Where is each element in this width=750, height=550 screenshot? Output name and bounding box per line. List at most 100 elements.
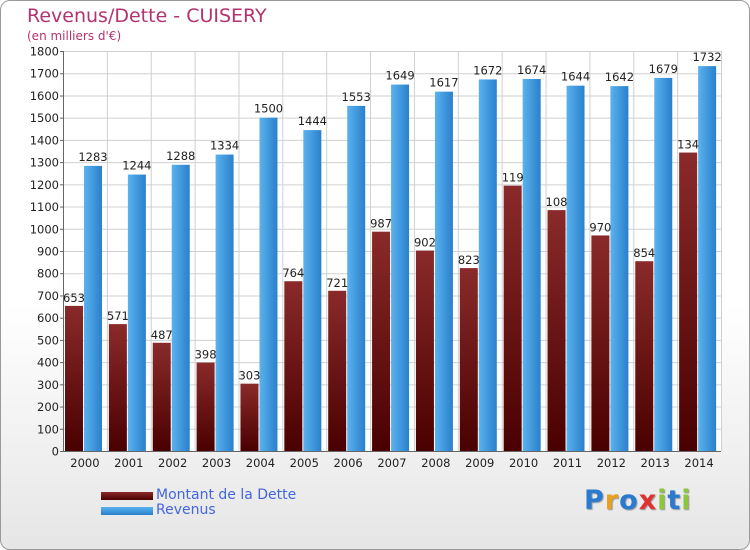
bar-dette [591, 235, 610, 451]
bar-revenus [171, 164, 190, 451]
x-tick-label: 2013 [641, 456, 670, 470]
bar-dette [152, 342, 171, 451]
bar-dette [503, 185, 522, 451]
y-tick-label: 200 [37, 400, 59, 414]
x-tick-label: 2006 [333, 456, 362, 470]
y-tick-label: 400 [37, 356, 59, 370]
proxiti-logo: Proxiti [584, 485, 692, 516]
bar-dette [415, 250, 434, 451]
bar-revenus [303, 130, 322, 451]
data-label-dette: 987 [370, 217, 392, 231]
x-tick-label: 2002 [158, 456, 187, 470]
legend-label-revenus: Revenus [156, 502, 216, 518]
data-label-revenus: 1283 [78, 150, 107, 164]
data-label-revenus: 1500 [254, 102, 283, 116]
bar-dette [65, 305, 83, 451]
bar-revenus [347, 105, 366, 451]
logo-letter: t [667, 485, 682, 516]
data-label-revenus: 1642 [605, 70, 634, 84]
x-tick-label: 2000 [70, 456, 99, 470]
y-tick-label: 1500 [30, 111, 59, 125]
bar-revenus [215, 154, 234, 452]
y-tick-label: 800 [37, 267, 59, 281]
x-tick-label: 2003 [202, 456, 231, 470]
logo-letter: P [584, 485, 605, 516]
y-tick-label: 700 [37, 289, 59, 303]
legend-swatch-revenus [101, 507, 153, 515]
bar-dette [240, 383, 259, 451]
data-label-dette: 571 [107, 309, 129, 323]
data-label-revenus: 1672 [473, 63, 502, 77]
bar-revenus [698, 66, 717, 451]
data-label-dette: 764 [282, 266, 304, 280]
bar-revenus [84, 165, 102, 451]
data-label-revenus: 1288 [166, 149, 195, 163]
y-tick-label: 0 [52, 445, 59, 459]
y-tick-label: 100 [37, 422, 59, 436]
x-tick-label: 2014 [684, 456, 713, 470]
x-tick-label: 2007 [377, 456, 406, 470]
data-label-dette: 108 [546, 195, 568, 209]
bar-dette [196, 362, 215, 451]
logo-letter: r [604, 485, 620, 516]
legend-swatch-dette [101, 492, 153, 500]
bar-dette [284, 281, 303, 451]
logo-letter: o [619, 485, 639, 516]
logo-letter: i [657, 485, 668, 516]
y-tick-label: 300 [37, 378, 59, 392]
data-label-dette: 970 [589, 220, 611, 234]
y-tick-label: 1100 [30, 200, 59, 214]
y-tick-label: 1800 [30, 45, 59, 59]
data-label-dette: 487 [151, 328, 173, 342]
x-tick-label: 2001 [114, 456, 143, 470]
data-label-revenus: 1444 [298, 114, 327, 128]
data-label-revenus: 1679 [649, 62, 678, 76]
bar-revenus [127, 174, 146, 452]
axis-layer: 0 100 200 300 400 500 600 700 800 900 1000 1100 1200… [30, 45, 721, 470]
y-tick-label: 600 [37, 311, 59, 325]
data-label-revenus: 1244 [122, 159, 151, 173]
bar-dette [679, 152, 698, 452]
data-label-revenus: 1649 [385, 69, 414, 83]
data-label-dette: 119 [502, 171, 524, 185]
bar-revenus [434, 91, 453, 452]
legend-label-dette: Montant de la Dette [156, 487, 297, 503]
data-label-revenus: 1553 [342, 90, 371, 104]
data-label-dette: 902 [414, 236, 436, 250]
data-label-revenus: 1732 [692, 50, 721, 64]
bar-dette [459, 268, 478, 451]
y-tick-label: 1400 [30, 133, 59, 147]
chart-title: Revenus/Dette - CUISERY [27, 5, 267, 27]
y-tick-label: 500 [37, 333, 59, 347]
bar-dette [547, 210, 566, 451]
logo-letter: x [638, 485, 658, 516]
x-tick-label: 2009 [465, 456, 494, 470]
y-tick-label: 900 [37, 245, 59, 259]
y-tick-label: 1600 [30, 89, 59, 103]
x-tick-label: 2004 [246, 456, 275, 470]
bar-dette [372, 231, 391, 451]
data-label-revenus: 1617 [429, 76, 458, 90]
x-tick-label: 2010 [509, 456, 538, 470]
data-label-dette: 134 [677, 138, 699, 152]
bar-revenus [391, 84, 410, 452]
bars-layer [65, 66, 717, 452]
bar-revenus [654, 77, 673, 451]
data-label-revenus: 1674 [517, 63, 546, 77]
data-label-revenus: 1644 [561, 70, 590, 84]
bar-revenus [610, 86, 629, 451]
data-label-dette: 823 [458, 253, 480, 267]
bar-dette [635, 261, 654, 451]
chart-subtitle: (en milliers d'€) [27, 29, 122, 43]
logo-letter: i [681, 485, 692, 516]
y-tick-label: 1300 [30, 156, 59, 170]
labels-layer: 653 1283 571 1244 487 1288 398 1334 303 1500 764 14… [63, 50, 722, 383]
x-tick-label: 2008 [421, 456, 450, 470]
y-tick-label: 1000 [30, 222, 59, 236]
bar-revenus [522, 79, 541, 451]
y-tick-label: 1200 [30, 178, 59, 192]
y-tick-label: 1700 [30, 67, 59, 81]
x-tick-label: 2011 [553, 456, 582, 470]
data-label-dette: 653 [63, 291, 85, 305]
